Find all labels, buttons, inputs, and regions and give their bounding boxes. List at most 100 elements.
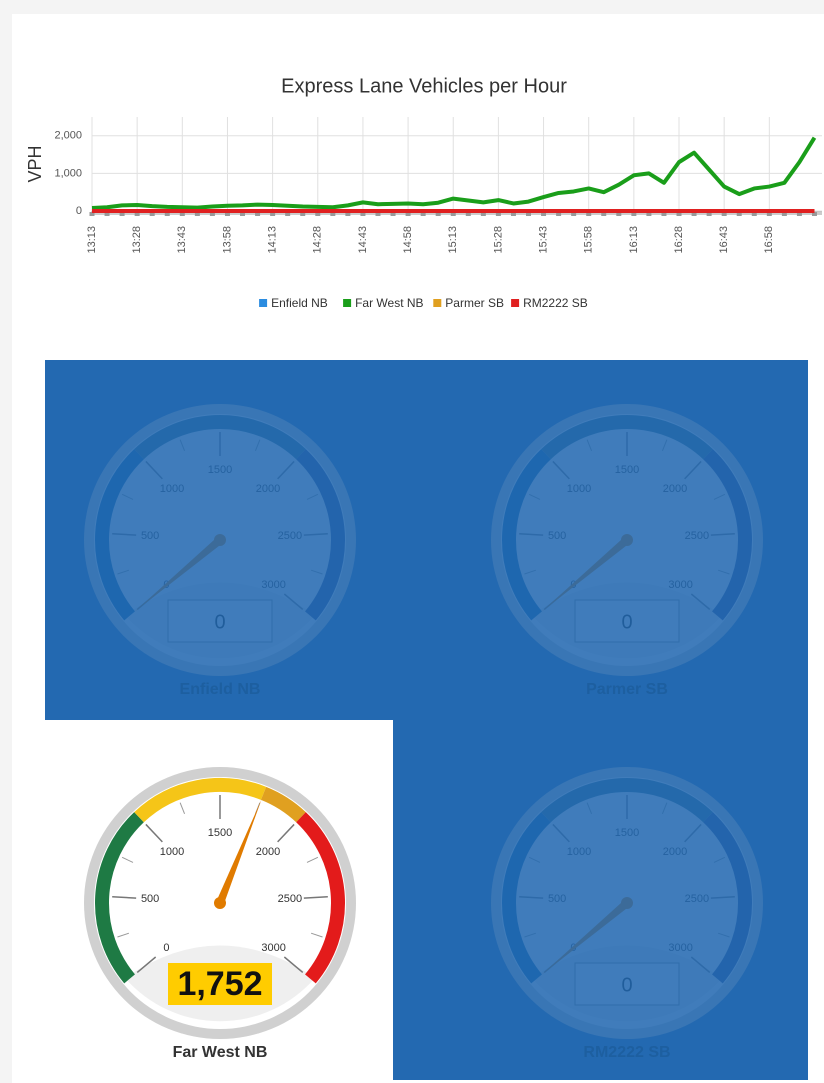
gauge-band [703, 812, 752, 984]
x-tick-label: 15:13 [447, 226, 459, 254]
gauge-minor-tick [717, 932, 730, 938]
gauge-minor-tick [310, 932, 323, 938]
gauge-tick [552, 460, 570, 480]
gauge-minor-tick [310, 569, 323, 575]
gauge-tick [552, 823, 570, 843]
gauge-minor-tick [713, 493, 726, 500]
gauge-minor-tick [528, 856, 541, 863]
legend-swatch [259, 299, 268, 307]
legend-swatch [343, 299, 352, 307]
gauge-tick [543, 593, 564, 610]
gauge-tick-label: 3000 [261, 942, 285, 954]
gauge-band [260, 786, 306, 823]
gauge-needle [216, 799, 262, 905]
gauge-tick [145, 460, 163, 480]
gauge-bezel [491, 767, 763, 1039]
x-tick-label: 13:58 [221, 226, 233, 254]
gauge-needle [541, 536, 630, 612]
gauge-tick-label: 1000 [567, 483, 591, 495]
chart-title: Express Lane Vehicles per Hour [281, 75, 567, 97]
legend-label: Parmer SB [445, 296, 504, 310]
x-tick-label: 13:13 [86, 226, 98, 254]
gauge-hub [214, 534, 226, 546]
gauge-tick [283, 956, 304, 973]
gauge: 0 500 1000 1500 2000 2500 3000 0 [84, 404, 356, 676]
gauge-tick [136, 593, 157, 610]
legend-label: Far West NB [355, 296, 423, 310]
gauge-minor-tick [121, 493, 134, 500]
gauge-minor-tick [661, 802, 668, 814]
gauge-title: Enfield NB [180, 681, 261, 698]
gauge: 0 500 1000 1500 2000 2500 3000 0 [491, 404, 763, 676]
gauge-value-box [574, 599, 680, 643]
gauge-band [502, 812, 551, 984]
gauge-tick-label: 1500 [615, 827, 639, 839]
gauge-minor-tick [306, 493, 319, 500]
gauge-tick-label: 1000 [567, 846, 591, 858]
gauge-tick [277, 823, 295, 843]
gauge-band [703, 449, 752, 621]
gauge-minor-tick [117, 932, 130, 938]
legend-swatch [433, 299, 442, 307]
gauge-tick-label: 2500 [278, 530, 302, 542]
x-tick-label: 16:13 [628, 226, 640, 254]
gauge-hub [621, 897, 633, 909]
gauge-tick-label: 1000 [160, 846, 184, 858]
legend-swatch [511, 299, 520, 307]
gauge-minor-tick [528, 493, 541, 500]
gauge-bezel [491, 404, 763, 676]
gauge-band [541, 778, 713, 823]
gauge-band [502, 449, 551, 621]
gauge-tick [519, 895, 544, 899]
legend-label: Enfield NB [271, 296, 328, 310]
gauge-title: RM2222 SB [583, 1044, 670, 1061]
gauge-lower [532, 945, 722, 1022]
gauge-tick-label: 0 [163, 942, 169, 954]
x-tick-label: 14:58 [402, 226, 414, 254]
gauge-tick [690, 956, 711, 973]
gauge-bezel [84, 404, 356, 676]
gauge-band [296, 449, 345, 621]
gauge-tick [543, 956, 564, 973]
gauge-tick [710, 895, 735, 899]
gauge-tick [112, 532, 137, 536]
gauge-band [95, 449, 144, 621]
gauge-tick [710, 532, 735, 536]
gauge-minor-tick [661, 439, 668, 451]
legend-label: RM2222 SB [523, 296, 588, 310]
gauge-value-box [574, 962, 680, 1006]
gauge-minor-tick [524, 932, 537, 938]
gauge-band [541, 415, 713, 460]
x-tick-label: 16:28 [673, 226, 685, 254]
gauge-band [95, 812, 144, 984]
gauge-value: 0 [214, 611, 225, 633]
gauge-minor-tick [121, 856, 134, 863]
gauge-lower [532, 582, 722, 659]
gauge-needle [134, 536, 223, 612]
x-tick-label: 14:13 [267, 226, 279, 254]
x-tick-label: 15:58 [583, 226, 595, 254]
gauge-tick [136, 956, 157, 973]
gauge-tick-label: 1500 [208, 464, 232, 476]
gauge-minor-tick [586, 802, 593, 814]
gauge-face [501, 777, 753, 1029]
gauge-tick [690, 593, 711, 610]
x-tick-label: 13:28 [131, 226, 143, 254]
gauge-tick-label: 2000 [256, 483, 280, 495]
gauge-tick-label: 2000 [256, 846, 280, 858]
x-tick-label: 16:58 [763, 226, 775, 254]
gauge-minor-tick [254, 439, 261, 451]
gauge-hub [621, 534, 633, 546]
x-tick-label: 15:43 [537, 226, 549, 254]
gauge-tick [303, 895, 328, 899]
gauge-tick [277, 460, 295, 480]
gauge: 0 500 1000 1500 2000 2500 3000 0 [491, 767, 763, 1039]
gauge-tick-label: 2500 [685, 530, 709, 542]
gauge-value-box [167, 599, 273, 643]
gauge-tick-label: 500 [141, 530, 159, 542]
gauge-tick-label: 1500 [615, 464, 639, 476]
gauge-minor-tick [179, 802, 186, 814]
gauge-tick-label: 0 [570, 579, 576, 591]
